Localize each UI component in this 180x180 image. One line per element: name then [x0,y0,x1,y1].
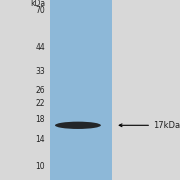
Text: 18: 18 [35,115,45,124]
Text: 22: 22 [35,99,45,108]
Ellipse shape [55,122,101,129]
Text: 44: 44 [35,44,45,53]
Bar [50,0,112,180]
Text: 33: 33 [35,67,45,76]
Text: 10: 10 [35,163,45,172]
Text: 17kDa: 17kDa [153,121,180,130]
Text: kDa: kDa [30,0,45,8]
Text: 14: 14 [35,135,45,144]
Text: 70: 70 [35,6,45,15]
Text: 26: 26 [35,86,45,95]
